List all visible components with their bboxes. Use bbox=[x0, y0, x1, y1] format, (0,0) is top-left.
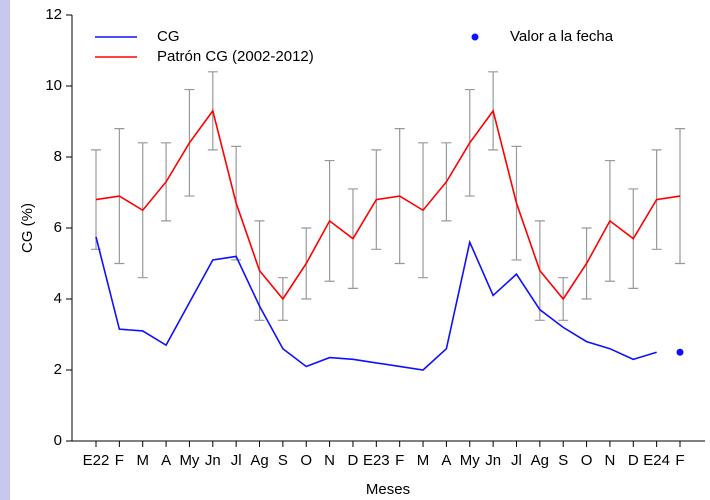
x-tick-label: F bbox=[675, 452, 684, 469]
y-tick-label: 8 bbox=[54, 148, 62, 165]
y-tick-label: 12 bbox=[45, 6, 62, 23]
x-tick-label: S bbox=[278, 452, 288, 469]
x-tick-label: Jn bbox=[205, 452, 221, 469]
x-tick-label: M bbox=[417, 452, 430, 469]
x-tick-label: O bbox=[581, 452, 593, 469]
data-line bbox=[95, 109, 681, 301]
x-tick-label: S bbox=[558, 452, 568, 469]
x-tick-label: Jn bbox=[485, 452, 501, 469]
x-tick-label: E23 bbox=[363, 452, 390, 469]
y-tick-label: 10 bbox=[45, 77, 62, 94]
x-tick-label: A bbox=[441, 452, 451, 469]
x-tick-label: N bbox=[604, 452, 615, 469]
y-tick-label: 2 bbox=[54, 361, 62, 378]
x-tick-label: O bbox=[300, 452, 312, 469]
y-tick-label: 0 bbox=[54, 432, 62, 449]
x-tick-label: F bbox=[115, 452, 124, 469]
y-tick-label: 6 bbox=[54, 219, 62, 236]
x-tick-label: Jl bbox=[231, 452, 242, 469]
x-tick-label: Jl bbox=[511, 452, 522, 469]
x-tick-label: Ag bbox=[250, 452, 268, 469]
x-tick-label: E22 bbox=[83, 452, 110, 469]
x-tick-label: M bbox=[136, 452, 149, 469]
x-tick-label: My bbox=[179, 452, 199, 469]
x-tick-label: N bbox=[324, 452, 335, 469]
legend-label: CG bbox=[157, 28, 180, 45]
x-tick-label: My bbox=[460, 452, 480, 469]
x-tick-label: Ag bbox=[531, 452, 549, 469]
y-axis-label: CG (%) bbox=[19, 203, 36, 253]
x-tick-label: A bbox=[161, 452, 171, 469]
y-tick-label: 4 bbox=[54, 290, 62, 307]
legend-label: Patrón CG (2002-2012) bbox=[157, 48, 314, 65]
x-tick-label: D bbox=[348, 452, 359, 469]
side-strip bbox=[0, 0, 10, 500]
legend-label: Valor a la fecha bbox=[510, 28, 614, 45]
legend-marker bbox=[471, 33, 479, 41]
x-tick-label: E24 bbox=[643, 452, 670, 469]
x-tick-label: F bbox=[395, 452, 404, 469]
data-line bbox=[95, 236, 657, 371]
x-axis-label: Meses bbox=[366, 481, 410, 498]
x-tick-label: D bbox=[628, 452, 639, 469]
data-point bbox=[676, 348, 684, 356]
